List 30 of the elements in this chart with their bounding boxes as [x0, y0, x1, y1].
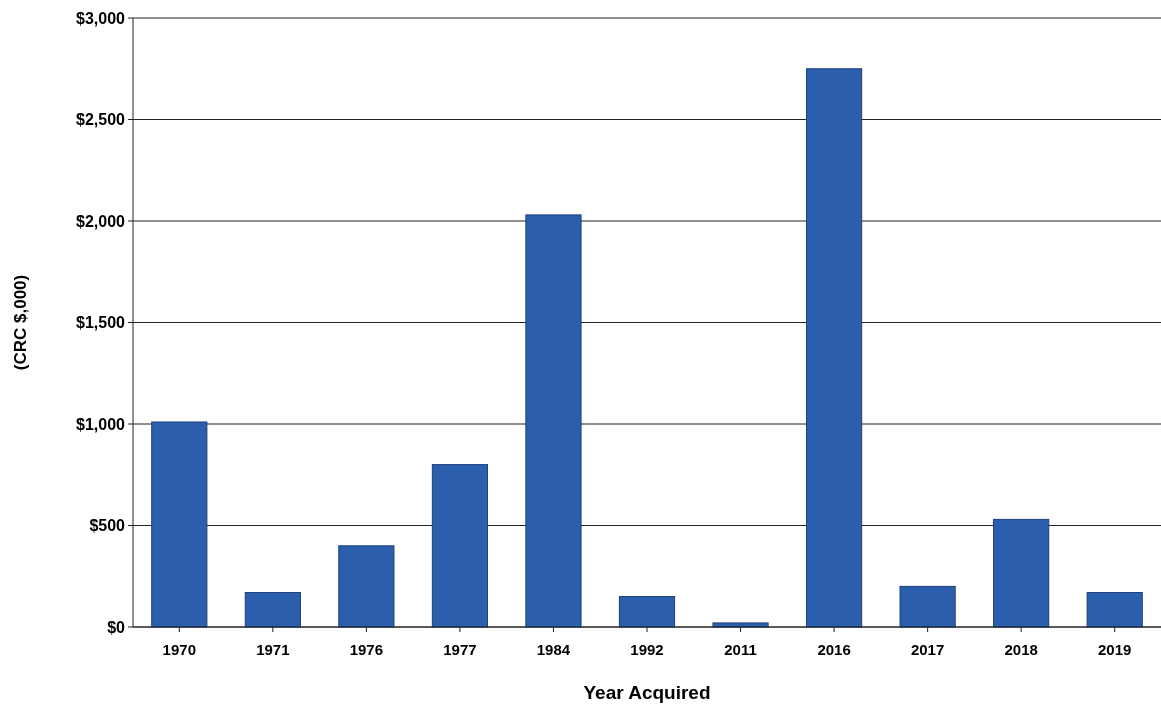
bar — [151, 421, 208, 628]
x-tick-label: 1984 — [536, 641, 571, 658]
y-tick-label: $0 — [107, 618, 126, 636]
bar — [618, 596, 676, 628]
x-tick-label: 2018 — [1004, 641, 1038, 658]
bar — [1086, 591, 1143, 628]
x-tick-label: 2011 — [724, 641, 757, 658]
x-tick-label: 1976 — [349, 641, 384, 658]
bar — [244, 591, 301, 628]
bar — [899, 585, 956, 628]
y-tick-label: $2,000 — [76, 212, 126, 230]
x-tick-label: 1992 — [630, 641, 664, 658]
x-tick-label: 2016 — [817, 641, 851, 658]
x-tick-label: 2019 — [1098, 641, 1132, 658]
y-tick-label: $500 — [89, 517, 126, 535]
y-tick-label: $1,000 — [76, 415, 126, 433]
y-tick-label: $2,500 — [76, 111, 126, 129]
y-tick-label: $1,500 — [76, 314, 126, 332]
bar — [431, 464, 489, 628]
y-axis-title: (CRC $,000) — [11, 274, 30, 371]
x-tick-label: 1971 — [256, 641, 290, 658]
x-tick-label: 1970 — [162, 641, 196, 658]
x-tick-label: 2017 — [910, 641, 945, 658]
y-tick-label: $3,000 — [76, 9, 126, 27]
x-axis-title: Year Acquired — [583, 682, 711, 703]
bar — [338, 545, 395, 628]
bar — [525, 214, 582, 628]
bar — [805, 68, 863, 628]
x-tick-label: 1977 — [443, 641, 477, 658]
bar — [993, 518, 1050, 628]
